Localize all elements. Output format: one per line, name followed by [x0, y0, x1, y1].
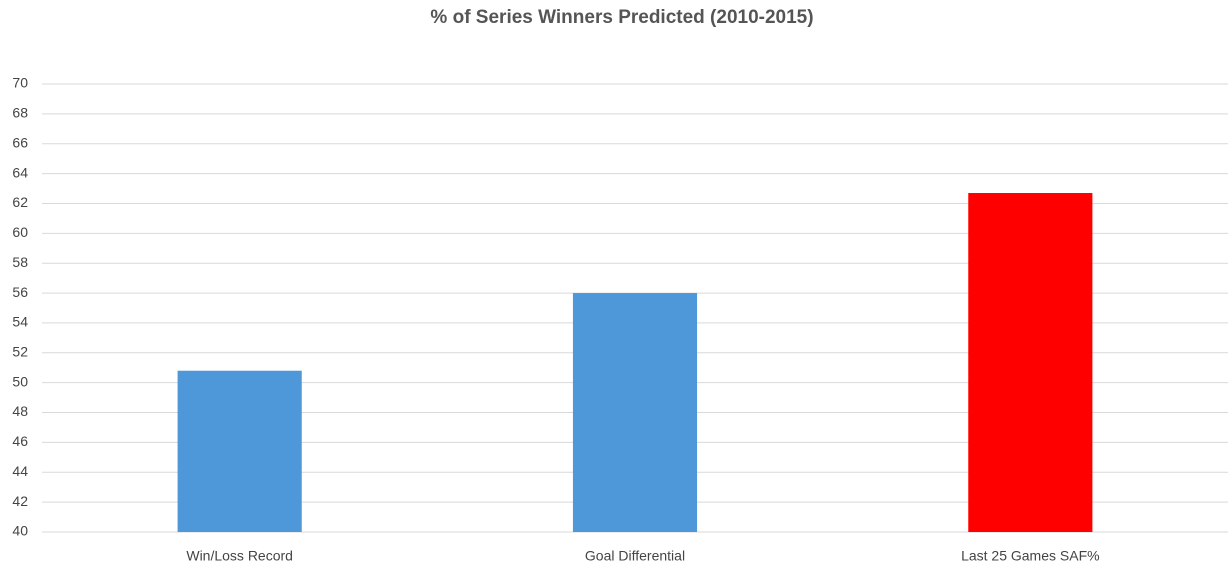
y-tick-label: 42	[12, 493, 28, 509]
y-tick-label: 50	[12, 373, 28, 389]
x-tick-label: Goal Differential	[585, 548, 685, 564]
bar	[572, 293, 698, 532]
y-tick-label: 44	[12, 463, 28, 479]
bar	[968, 193, 1093, 532]
y-tick-label: 60	[12, 224, 28, 240]
y-tick-label: 48	[12, 403, 28, 419]
y-tick-label: 64	[12, 164, 28, 180]
y-tick-label: 62	[12, 194, 28, 210]
y-tick-label: 52	[12, 344, 28, 360]
y-tick-label: 58	[12, 254, 28, 270]
y-tick-label: 70	[12, 75, 28, 91]
y-tick-label: 68	[12, 105, 28, 121]
x-tick-label: Win/Loss Record	[186, 548, 293, 564]
x-tick-label: Last 25 Games SAF%	[961, 548, 1100, 564]
bar	[177, 370, 302, 532]
y-tick-label: 40	[12, 523, 28, 539]
y-tick-label: 46	[12, 433, 28, 449]
chart-title: % of Series Winners Predicted (2010-2015…	[430, 7, 813, 28]
y-tick-label: 56	[12, 284, 28, 300]
y-tick-label: 54	[12, 314, 28, 330]
y-tick-label: 66	[12, 134, 28, 150]
